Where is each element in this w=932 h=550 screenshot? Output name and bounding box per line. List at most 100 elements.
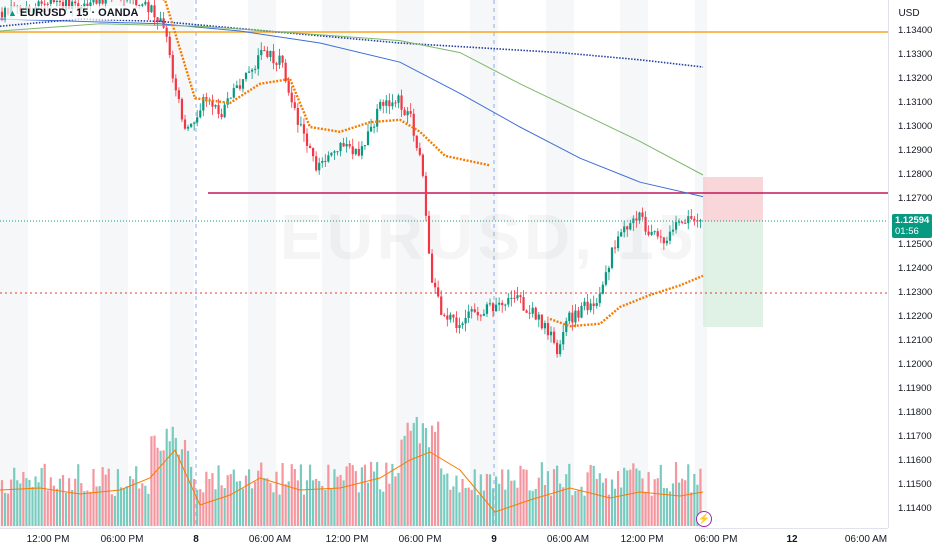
candle-body [193,122,196,124]
volume-bar [641,478,644,526]
volume-bar [580,486,583,526]
price-chart[interactable] [0,0,888,528]
price-axis[interactable] [888,0,932,528]
candle-body [424,175,428,216]
candle-body [296,107,299,125]
candle-body [351,146,354,155]
volume-bar [568,463,571,526]
symbol-legend[interactable]: ▲ EURUSD · 15 · OANDA [6,6,141,20]
candle-body [376,108,379,127]
candle-body [315,156,318,171]
volume-bar [516,487,519,526]
candle-body [644,216,647,232]
volume-bar [113,495,116,526]
candle-body [668,231,672,241]
candle-body [653,231,656,233]
volume-bar [315,478,318,526]
candle-body [604,272,607,285]
candle-body [220,114,223,118]
volume-bar [373,471,376,526]
candle-body [104,0,107,4]
price-tick: 1.12000 [898,359,932,370]
candle-body [379,101,382,109]
candle-body [49,0,52,4]
candle-body [299,124,302,126]
volume-bar [129,476,132,526]
candle-body [86,3,89,7]
candle-body [534,307,537,320]
time-tick: 06:00 AM [844,534,888,545]
volume-bar [284,484,287,526]
price-tick: 1.13300 [898,49,932,60]
candle-body [348,143,351,147]
session-band [620,0,648,528]
candle-body [83,3,86,7]
candle-body [528,312,531,314]
volume-bar [74,478,77,526]
candle-body [540,314,543,329]
candle-body [71,1,74,10]
volume-bar [186,450,190,526]
volume-bar [147,493,150,526]
price-tick: 1.12500 [898,239,932,250]
volume-bar [531,490,534,526]
volume-bar [552,469,556,526]
volume-bar [80,483,83,526]
chart-area[interactable]: EURUSD, 15 ▲ EURUSD · 15 · OANDA [0,0,888,528]
volume-bar [540,462,543,526]
volume-bar [495,476,498,526]
volume-bar [269,483,272,526]
candle-body [269,51,272,57]
volume-bar [138,488,141,526]
volume-bar [13,467,16,526]
candle-body [537,314,540,320]
price-tick: 1.11500 [898,479,932,490]
candle-body [415,135,418,149]
time-tick: 06:00 PM [100,534,144,545]
candle-body [485,304,489,314]
session-band [695,0,707,528]
candle-body [369,126,373,132]
volume-bar [574,490,577,526]
volume-bar [696,484,699,526]
volume-bar [546,471,550,526]
volume-bar [406,422,409,526]
candle-body [3,7,7,18]
volume-bar [324,489,327,526]
candle-body [232,88,235,98]
volume-bar [681,478,684,526]
volume-bar [156,447,159,526]
candle-body [598,293,601,304]
volume-bar [165,428,168,526]
volume-bar [61,475,65,526]
volume-bar [104,474,107,526]
candle-body [52,0,55,3]
volume-bar [537,477,540,526]
candle-body [327,155,330,162]
candle-body [290,92,293,103]
time-axis[interactable] [0,528,888,550]
candle-body [260,50,263,56]
volume-bar [656,478,659,526]
candle-body [235,85,238,89]
candle-body [196,117,199,123]
volume-bar [46,490,49,526]
volume-bar [440,468,443,526]
candle-body [565,321,568,333]
candle-body [498,302,501,305]
candle-body [662,237,665,244]
volume-bar [52,485,55,526]
volume-bar [238,480,241,526]
price-tick: 1.11600 [898,455,932,466]
candle-body [482,313,485,316]
volume-bar [7,493,10,526]
lightning-icon[interactable]: ⚡ [696,511,712,527]
volume-bar [220,485,223,526]
currency-label[interactable]: USD [898,7,920,19]
bar-countdown: 01:56 [895,226,919,237]
candle-body [678,221,681,223]
volume-bar [174,438,177,526]
candle-body [671,229,675,232]
volume-bar [281,463,284,526]
candle-body [397,95,400,103]
